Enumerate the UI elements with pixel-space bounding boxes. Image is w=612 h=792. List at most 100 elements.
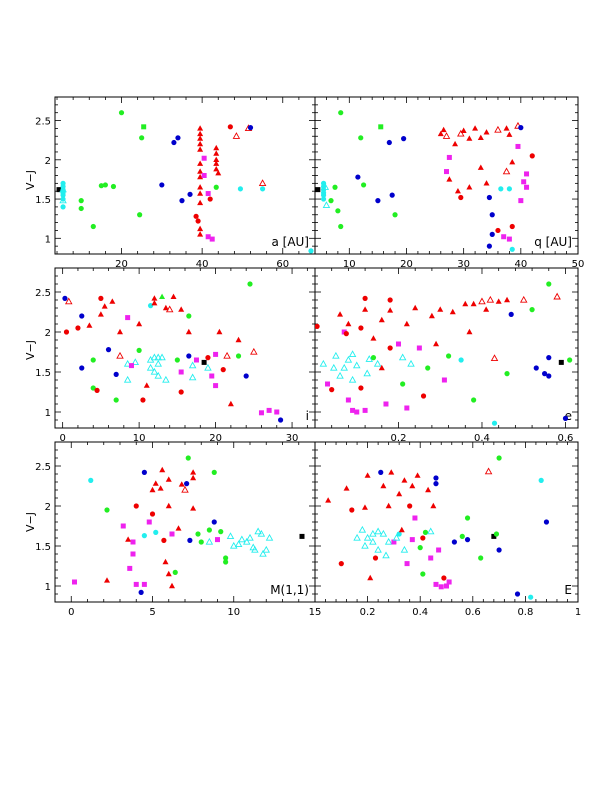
data-point-circle xyxy=(220,367,226,373)
data-point-circle xyxy=(372,555,379,561)
data-point-open-triangle xyxy=(426,527,435,535)
data-point-square xyxy=(130,539,136,545)
data-point-open-triangle xyxy=(553,292,561,300)
data-point-triangle xyxy=(197,173,204,180)
data-point-triangle xyxy=(157,485,164,491)
data-point-circle xyxy=(227,124,233,130)
data-point-triangle xyxy=(401,477,408,483)
data-point-circle xyxy=(386,139,392,146)
data-point-circle xyxy=(493,531,500,537)
y-axis-label-row-1: V−J xyxy=(24,170,37,190)
data-point-triangle xyxy=(398,526,405,533)
data-point-circle xyxy=(207,196,213,202)
panel-6: 0.2 0.4 0.6 0.8 1E xyxy=(314,441,581,618)
data-point-circle xyxy=(315,323,320,329)
y-tick-label: 1.5 xyxy=(35,542,51,553)
data-point-triangle xyxy=(477,164,484,170)
data-point-circle xyxy=(118,110,125,116)
x-tick-label: 5 xyxy=(149,607,155,618)
data-point-circle xyxy=(161,537,167,544)
data-point-circle xyxy=(441,575,447,581)
data-point-square xyxy=(128,363,134,369)
data-point-triangle xyxy=(190,469,197,475)
data-point-circle xyxy=(205,355,211,361)
data-point-triangle xyxy=(367,574,374,581)
data-point-open-triangle xyxy=(353,533,361,541)
data-point-open-triangle xyxy=(336,371,344,379)
data-point-triangle xyxy=(197,125,204,131)
data-point-triangle xyxy=(495,298,502,304)
data-point-circle xyxy=(320,196,327,202)
data-point-square xyxy=(274,409,280,415)
data-point-circle xyxy=(538,477,544,483)
data-point-triangle xyxy=(197,184,204,190)
data-point-square xyxy=(518,198,524,204)
data-point-circle xyxy=(179,198,185,204)
data-point-circle xyxy=(486,243,492,249)
points-layer xyxy=(62,281,284,423)
data-point-square xyxy=(524,171,530,177)
data-point-circle xyxy=(159,182,165,188)
data-point-open-triangle xyxy=(251,545,259,553)
data-point-triangle xyxy=(190,474,197,481)
data-point-open-triangle xyxy=(59,185,67,193)
data-point-circle xyxy=(329,387,335,393)
data-point-square xyxy=(491,533,497,539)
data-point-triangle xyxy=(503,125,510,131)
data-point-circle xyxy=(433,475,439,481)
data-point-open-triangle xyxy=(123,375,132,383)
points-layer xyxy=(315,110,535,252)
data-point-open-triangle xyxy=(59,196,67,204)
data-point-circle xyxy=(140,397,146,403)
data-point-triangle xyxy=(197,160,204,166)
data-point-circle xyxy=(343,331,349,337)
data-point-circle xyxy=(243,373,249,379)
panel-3: 1 1.5 2 2.5 0 10 20 30 i xyxy=(35,267,316,444)
data-point-triangle xyxy=(437,306,444,312)
data-point-open-triangle xyxy=(188,361,197,369)
data-point-circle xyxy=(335,208,341,214)
data-point-square xyxy=(125,315,131,321)
panel-frame xyxy=(314,267,579,429)
data-point-square xyxy=(127,565,133,571)
data-point-square xyxy=(56,187,62,193)
data-point-circle xyxy=(533,365,539,371)
data-point-triangle xyxy=(159,466,166,473)
data-point-triangle xyxy=(101,303,108,309)
data-point-circle xyxy=(247,281,253,287)
data-point-circle xyxy=(147,303,154,309)
points-layer xyxy=(72,455,305,596)
data-point-circle xyxy=(338,561,344,567)
data-point-circle xyxy=(94,387,100,393)
data-point-circle xyxy=(387,297,393,303)
data-point-square xyxy=(446,154,452,160)
data-point-circle xyxy=(338,110,344,116)
data-point-circle xyxy=(328,198,334,204)
data-point-circle xyxy=(141,469,147,475)
data-point-triangle xyxy=(165,570,172,577)
data-point-circle xyxy=(75,325,81,331)
y-tick-label: 1 xyxy=(45,234,51,245)
data-point-triangle xyxy=(412,304,419,311)
data-point-square xyxy=(383,401,389,407)
data-point-triangle xyxy=(414,472,421,478)
data-point-circle xyxy=(138,589,144,596)
data-point-triangle xyxy=(388,469,395,475)
data-point-circle xyxy=(508,311,514,317)
data-point-triangle xyxy=(449,308,456,315)
data-point-square xyxy=(506,236,512,242)
data-point-circle xyxy=(247,125,254,131)
data-point-circle xyxy=(458,357,464,363)
data-point-circle xyxy=(355,174,361,180)
data-point-circle xyxy=(498,186,504,192)
data-point-circle xyxy=(98,183,104,189)
data-point-open-triangle xyxy=(519,295,528,303)
data-point-open-triangle xyxy=(204,363,212,371)
data-point-triangle xyxy=(162,558,169,565)
data-point-triangle xyxy=(466,135,473,141)
x-tick-label: 0 xyxy=(59,433,65,444)
data-point-open-triangle xyxy=(154,353,163,361)
x-tick-label: 1 xyxy=(575,607,581,618)
data-point-triangle xyxy=(197,140,204,147)
data-point-open-triangle xyxy=(154,371,163,379)
